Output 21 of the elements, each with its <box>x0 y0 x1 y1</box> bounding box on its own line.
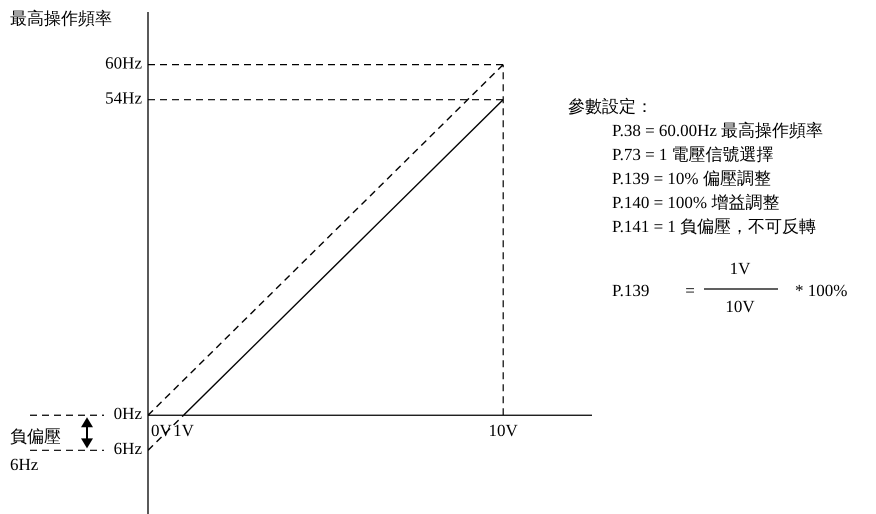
text: 負偏壓 <box>10 426 61 446</box>
x-tick-label: 10V <box>488 421 519 440</box>
text: P.139 = 10% 偏壓調整 <box>612 168 771 188</box>
text: 10V <box>725 296 756 316</box>
text: * 100% <box>795 280 848 300</box>
x-tick-label: 1V <box>173 421 195 440</box>
y-tick-label: 60Hz <box>105 54 142 73</box>
annotation: 參數設定： <box>568 96 653 116</box>
text: 1V <box>730 258 752 278</box>
text: = <box>685 280 695 300</box>
text: 6Hz <box>10 454 39 474</box>
text: P.140 = 100% 增益調整 <box>612 192 780 212</box>
x-tick-label: 0V <box>151 421 172 440</box>
y-axis-title: 最高操作頻率 <box>10 8 112 28</box>
text: P.73 = 1 電壓信號選擇 <box>612 144 774 164</box>
text: P.38 = 60.00Hz 最高操作頻率 <box>612 120 824 140</box>
text: P.141 = 1 負偏壓，不可反轉 <box>612 216 816 236</box>
y-tick-label: 6Hz <box>114 439 142 458</box>
y-tick-label: 54Hz <box>105 88 142 108</box>
y-tick-label: 0Hz <box>114 404 142 424</box>
text: P.139 <box>612 280 650 300</box>
